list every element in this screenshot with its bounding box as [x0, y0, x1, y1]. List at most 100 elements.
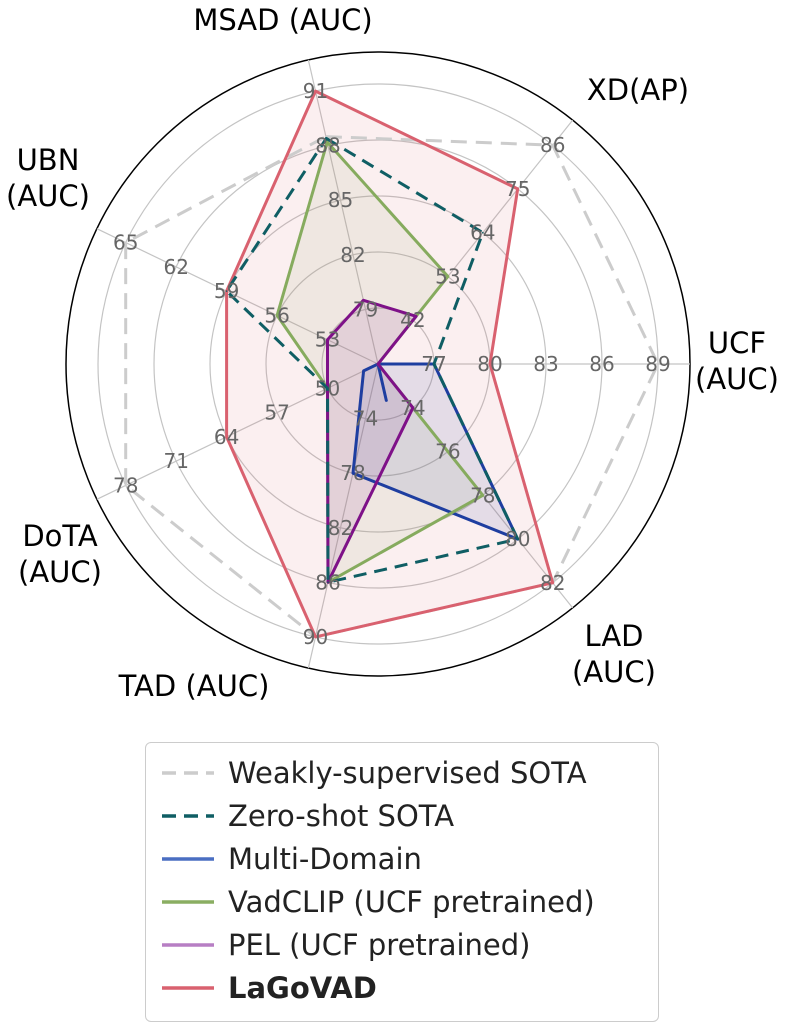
data-point	[412, 407, 414, 409]
axis-label: TAD (AUC)	[118, 669, 270, 703]
tick-label: 78	[470, 483, 495, 507]
data-point	[326, 141, 329, 143]
tick-label: 90	[303, 625, 328, 649]
data-point	[433, 363, 435, 365]
data-point	[276, 314, 278, 317]
tick-label: 86	[540, 133, 565, 157]
series-area-3	[353, 364, 518, 540]
tick-label: 64	[214, 425, 239, 449]
data-point	[325, 137, 328, 140]
tick-label: 86	[589, 352, 614, 376]
legend-label: Zero-shot SOTA	[228, 798, 455, 833]
tick-label: 76	[435, 440, 460, 464]
legend-item-vadclip: VadCLIP (UCF pretrained)	[160, 882, 595, 922]
tick-label: 86	[315, 570, 340, 594]
data-point	[314, 90, 317, 92]
data-point	[327, 581, 329, 584]
data-point	[482, 231, 484, 234]
tick-label: 77	[421, 352, 446, 376]
legend-swatch	[162, 771, 214, 775]
tick-label: 59	[214, 279, 239, 303]
tick-label: 53	[315, 328, 340, 352]
tick-label: 64	[470, 221, 495, 245]
legend-swatch	[162, 943, 214, 947]
data-point	[124, 484, 127, 487]
tick-label: 56	[264, 303, 289, 327]
axis-label: MSAD (AUC)	[193, 3, 372, 37]
data-point	[489, 363, 491, 365]
axis-label: XD(AP)	[587, 73, 689, 107]
tick-label: 83	[533, 352, 558, 376]
legend: Weakly-supervised SOTA Zero-shot SOTA Mu…	[145, 742, 659, 1022]
tick-label: 91	[303, 79, 328, 103]
tick-label: 78	[340, 461, 365, 485]
series-area-5	[327, 300, 417, 583]
tick-label: 62	[163, 255, 188, 279]
legend-item-lagovad: LaGoVAD	[160, 968, 377, 1008]
data-point	[415, 315, 417, 318]
radar-chart: 79 82 85 88 91 42 53 64 75 86 77 80 83 86 89 74 76 78 80 82…	[6, 3, 779, 703]
tick-label: 78	[113, 473, 138, 497]
data-point	[516, 538, 519, 540]
data-point	[225, 436, 228, 438]
legend-label: LaGoVAD	[228, 970, 377, 1005]
data-point	[447, 275, 449, 278]
legend-label: Weakly-supervised SOTA	[228, 755, 587, 790]
tick-label: 65	[113, 231, 138, 255]
series-line-2	[225, 136, 520, 584]
legend-item-weakly-supervised-sota: Weakly-supervised SOTA	[160, 753, 587, 793]
legend-label: Multi-Domain	[228, 841, 422, 876]
tick-label: 75	[505, 177, 530, 201]
axis-spoke-7	[96, 228, 379, 365]
legend-item-zero-shot-sota: Zero-shot SOTA	[160, 796, 454, 836]
data-point	[314, 636, 317, 638]
axis-spoke-6	[96, 363, 379, 500]
axis-label: LAD (AUC)	[572, 619, 656, 689]
legend-swatch	[162, 857, 214, 861]
tick-label: 71	[163, 449, 188, 473]
legend-label: PEL (UCF pretrained)	[228, 927, 531, 962]
series-line-6	[225, 89, 555, 639]
legend-swatch	[162, 814, 214, 818]
legend-swatch	[162, 986, 214, 990]
data-point	[124, 241, 127, 244]
tick-label: 57	[264, 401, 289, 425]
series-line-5	[326, 298, 418, 584]
data-point	[362, 370, 365, 372]
data-point	[516, 188, 519, 190]
tick-label: 42	[400, 308, 425, 332]
tick-label: 88	[315, 134, 340, 158]
legend-swatch	[162, 900, 214, 904]
legend-item-multi-domain: Multi-Domain	[160, 839, 422, 879]
tick-label: 82	[328, 516, 353, 540]
axis-spoke-1	[307, 59, 379, 365]
series-line-3	[351, 362, 520, 541]
tick-label: 74	[400, 396, 425, 420]
axis-spoke-5	[307, 363, 379, 669]
axis-label: UCF (AUC)	[695, 326, 779, 396]
data-point	[352, 472, 354, 475]
series-points-2	[225, 137, 519, 584]
tick-label: 80	[505, 527, 530, 551]
data-point	[326, 387, 329, 390]
tick-label: 80	[477, 352, 502, 376]
axis-label: DoTA (AUC)	[18, 519, 102, 589]
tick-label: 85	[328, 188, 353, 212]
legend-item-pel: PEL (UCF pretrained)	[160, 925, 530, 965]
data-point	[362, 299, 365, 302]
tick-label: 79	[353, 297, 378, 321]
axis-label: UBN (AUC)	[6, 143, 90, 213]
data-point	[326, 338, 329, 341]
data-point	[385, 399, 388, 402]
data-point	[377, 363, 379, 365]
tick-label: 82	[340, 243, 365, 267]
tick-label: 74	[353, 407, 378, 431]
legend-label: VadCLIP (UCF pretrained)	[228, 884, 595, 919]
data-point	[551, 144, 554, 146]
data-point	[225, 290, 228, 292]
series-line-4	[275, 140, 485, 584]
tick-label: 50	[315, 376, 340, 400]
data-point	[657, 363, 659, 365]
data-point	[482, 494, 484, 497]
tick-label: 53	[435, 265, 460, 289]
